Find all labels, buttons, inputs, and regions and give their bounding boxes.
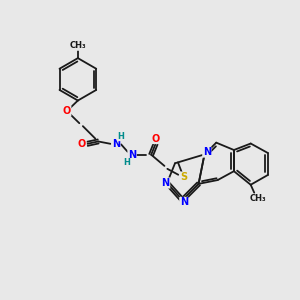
Text: H: H (118, 132, 124, 141)
Text: N: N (180, 197, 188, 207)
Text: H: H (123, 158, 130, 167)
Text: S: S (180, 172, 187, 182)
Text: O: O (78, 140, 86, 149)
Text: O: O (152, 134, 160, 143)
Text: N: N (203, 147, 211, 157)
Text: N: N (161, 178, 170, 188)
Text: CH₃: CH₃ (70, 41, 86, 50)
Text: O: O (62, 106, 71, 116)
Text: CH₃: CH₃ (250, 194, 266, 203)
Text: N: N (128, 150, 136, 160)
Text: N: N (112, 140, 120, 149)
